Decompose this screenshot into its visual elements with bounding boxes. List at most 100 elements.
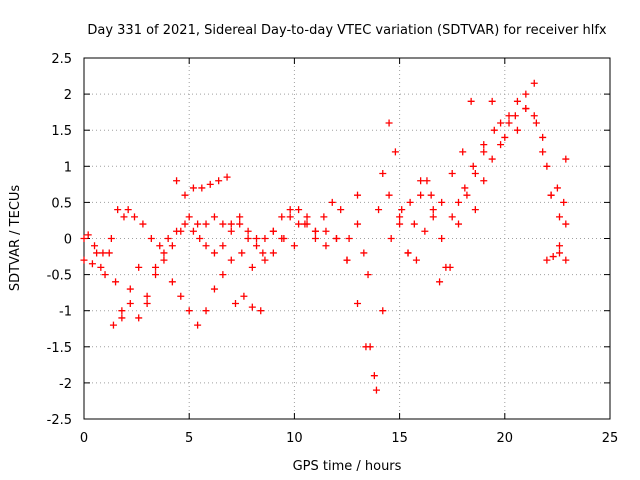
data-point (488, 97, 496, 105)
data-point (135, 314, 143, 322)
y-tick-label: 0.5 (51, 196, 72, 211)
data-point (244, 227, 252, 235)
data-point (202, 307, 210, 315)
data-point (438, 235, 446, 242)
data-point (135, 263, 143, 271)
data-point (322, 242, 330, 250)
y-tick-label: -1.5 (47, 341, 72, 356)
data-point (109, 321, 117, 329)
data-point (332, 235, 340, 242)
series-trace-c (84, 97, 475, 394)
data-point (436, 278, 444, 286)
data-point (194, 321, 202, 329)
y-tick-label: -2.5 (47, 413, 72, 428)
data-point (286, 213, 294, 221)
data-point (240, 292, 248, 300)
chart-title: Day 331 of 2021, Sidereal Day-to-day VTE… (87, 23, 607, 38)
data-point (480, 148, 488, 156)
data-point (164, 235, 172, 242)
data-point (97, 263, 105, 271)
data-point (152, 271, 160, 279)
data-point (455, 198, 463, 206)
data-point (173, 177, 181, 185)
data-point (139, 220, 147, 228)
data-point (320, 213, 328, 221)
data-point (303, 213, 311, 221)
y-tick-label: -0.5 (47, 269, 72, 284)
x-tick-label: 10 (286, 431, 303, 446)
data-point (118, 307, 126, 315)
data-point (227, 220, 235, 228)
data-point (562, 220, 570, 228)
data-point (168, 242, 176, 250)
data-point (253, 242, 261, 250)
data-point (231, 299, 239, 307)
data-point (513, 126, 521, 134)
data-point (152, 263, 160, 271)
data-point (311, 235, 319, 242)
data-point (105, 249, 113, 257)
data-point (160, 256, 168, 264)
data-point (248, 263, 256, 271)
data-point (286, 206, 294, 214)
data-point (219, 242, 227, 250)
data-point (261, 256, 269, 264)
data-point (556, 249, 564, 257)
x-tick-label: 20 (497, 431, 514, 446)
data-point (261, 235, 269, 242)
data-point (107, 235, 115, 242)
data-point (147, 235, 155, 242)
data-point (328, 198, 336, 206)
data-point (126, 299, 134, 307)
data-point (562, 256, 570, 264)
data-point (532, 119, 540, 127)
data-point (391, 148, 399, 156)
data-point (311, 227, 319, 235)
data-point (126, 285, 134, 293)
data-point (91, 242, 99, 250)
y-tick-label: -1 (59, 305, 72, 320)
data-point (219, 271, 227, 279)
data-point (556, 213, 564, 221)
data-point (417, 177, 425, 185)
data-point (488, 155, 496, 163)
x-axis-label: GPS time / hours (293, 459, 402, 474)
y-tick-label: 2 (64, 88, 72, 103)
data-point (429, 206, 437, 214)
data-point (497, 141, 505, 149)
series-trace-f (471, 79, 570, 228)
data-point (511, 112, 519, 120)
data-point (124, 206, 132, 214)
data-point (168, 278, 176, 286)
data-point (539, 148, 547, 156)
data-point (396, 213, 404, 221)
data-point (549, 253, 557, 261)
data-point (181, 191, 189, 199)
data-point (562, 155, 570, 163)
data-point (427, 191, 435, 199)
data-point (227, 227, 235, 235)
data-point (80, 256, 88, 264)
y-tick-label: 1.5 (51, 124, 72, 139)
data-point (278, 213, 286, 221)
data-point (366, 343, 374, 351)
x-tick-label: 15 (391, 431, 408, 446)
data-point (269, 227, 277, 235)
data-point (421, 227, 429, 235)
data-point (417, 191, 425, 199)
series-trace-a (80, 105, 568, 279)
grid (84, 58, 610, 419)
data-point (202, 220, 210, 228)
data-point (471, 170, 479, 178)
data-point (471, 206, 479, 214)
data-point (143, 292, 151, 300)
data-point (513, 97, 521, 105)
data-point (130, 213, 138, 221)
data-point (194, 220, 202, 228)
data-point (84, 231, 92, 239)
data-point (522, 105, 530, 113)
data-point (177, 227, 185, 235)
data-point (360, 249, 368, 257)
data-point (343, 256, 351, 264)
